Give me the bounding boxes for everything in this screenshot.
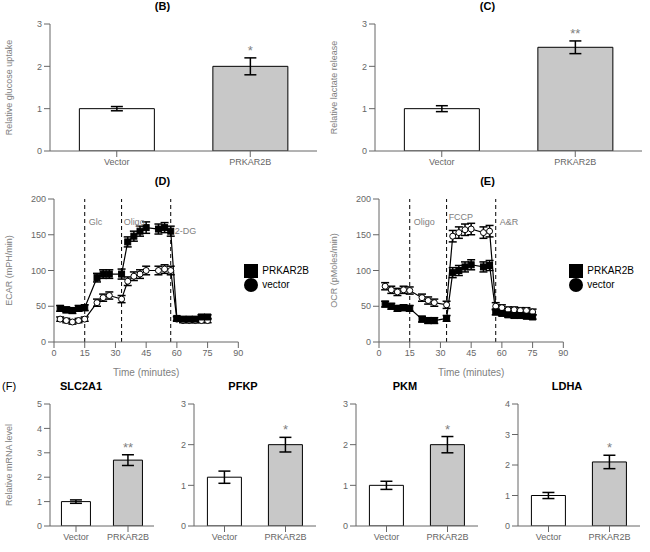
svg-text:75: 75 (528, 348, 538, 358)
svg-text:100: 100 (31, 266, 46, 276)
svg-text:1: 1 (181, 481, 186, 491)
svg-text:75: 75 (203, 348, 213, 358)
svg-text:*: * (445, 422, 450, 437)
svg-text:200: 200 (356, 194, 371, 204)
svg-text:150: 150 (31, 230, 46, 240)
svg-text:*: * (248, 43, 253, 58)
svg-text:ECAR (mPH/min): ECAR (mPH/min) (8, 235, 14, 306)
svg-text:3: 3 (505, 430, 510, 440)
svg-text:2: 2 (343, 440, 348, 450)
html-text:PKM: PKM (392, 380, 418, 392)
svg-text:1: 1 (37, 497, 42, 507)
svg-text:PRKAR2B: PRKAR2B (107, 532, 149, 542)
html-text:vector: vector (587, 278, 615, 290)
svg-text:0: 0 (366, 337, 371, 347)
svg-text:0: 0 (51, 348, 56, 358)
html-text:(B): (B) (154, 0, 171, 12)
svg-text:45: 45 (141, 348, 151, 358)
html-text:(D): (D) (154, 175, 171, 187)
svg-text:Time (minutes): Time (minutes) (113, 367, 179, 378)
svg-text:Vector: Vector (374, 532, 400, 542)
svg-text:50: 50 (36, 301, 46, 311)
svg-text:0: 0 (376, 348, 381, 358)
svg-text:15: 15 (405, 348, 415, 358)
html-text:LDHA: LDHA (551, 380, 583, 392)
html-text:vector: vector (262, 278, 290, 290)
svg-text:4: 4 (37, 424, 42, 434)
svg-text:0: 0 (343, 521, 348, 531)
svg-text:45: 45 (466, 348, 476, 358)
html-text:PRKAR2B: PRKAR2B (587, 264, 634, 276)
html-text:SLC2A1: SLC2A1 (59, 380, 103, 392)
svg-text:3: 3 (181, 399, 186, 409)
svg-text:FCCP: FCCP (449, 212, 474, 222)
svg-text:*: * (607, 440, 612, 455)
svg-text:15: 15 (80, 348, 90, 358)
svg-text:Glc: Glc (89, 217, 103, 227)
svg-text:1: 1 (37, 104, 42, 114)
svg-text:1: 1 (505, 491, 510, 501)
svg-text:0: 0 (362, 146, 367, 156)
html-text:(C): (C) (479, 0, 496, 12)
svg-text:PRKAR2B: PRKAR2B (588, 532, 630, 542)
svg-text:2: 2 (37, 62, 42, 72)
html-text:(F): (F) (2, 380, 16, 392)
svg-text:0: 0 (41, 337, 46, 347)
svg-text:3: 3 (343, 399, 348, 409)
svg-text:150: 150 (356, 230, 371, 240)
svg-text:Relative glucose uptake: Relative glucose uptake (8, 40, 14, 136)
html-text:PFKP: PFKP (228, 380, 258, 392)
svg-text:Relative lactate release: Relative lactate release (329, 41, 339, 135)
svg-text:3: 3 (37, 19, 42, 29)
svg-text:90: 90 (558, 348, 568, 358)
svg-text:0: 0 (37, 146, 42, 156)
svg-text:1: 1 (343, 481, 348, 491)
html-text:(E): (E) (480, 175, 495, 187)
svg-text:200: 200 (31, 194, 46, 204)
svg-text:2-DG: 2-DG (175, 226, 197, 236)
html-text:PRKAR2B: PRKAR2B (262, 264, 309, 276)
svg-text:Oligo: Oligo (124, 217, 145, 227)
svg-text:Relative mRNA level: Relative mRNA level (8, 424, 14, 506)
svg-text:5: 5 (37, 399, 42, 409)
svg-text:Vector: Vector (429, 157, 455, 167)
svg-text:1: 1 (362, 104, 367, 114)
svg-text:0: 0 (37, 521, 42, 531)
svg-text:3: 3 (362, 19, 367, 29)
svg-text:2: 2 (362, 62, 367, 72)
svg-text:0: 0 (181, 521, 186, 531)
svg-text:30: 30 (110, 348, 120, 358)
svg-text:30: 30 (435, 348, 445, 358)
svg-text:Time (minutes): Time (minutes) (438, 367, 504, 378)
svg-text:2: 2 (181, 440, 186, 450)
svg-text:Vector: Vector (104, 157, 130, 167)
svg-text:50: 50 (361, 301, 371, 311)
svg-text:A&R: A&R (500, 217, 519, 227)
svg-text:PRKAR2B: PRKAR2B (264, 532, 306, 542)
svg-text:2: 2 (505, 460, 510, 470)
svg-text:PRKAR2B: PRKAR2B (426, 532, 468, 542)
svg-text:Oligo: Oligo (414, 217, 435, 227)
svg-text:Vector: Vector (212, 532, 238, 542)
svg-text:3: 3 (37, 448, 42, 458)
svg-text:100: 100 (356, 266, 371, 276)
svg-text:Vector: Vector (63, 532, 89, 542)
svg-text:90: 90 (233, 348, 243, 358)
svg-text:0: 0 (505, 521, 510, 531)
svg-text:PRKAR2B: PRKAR2B (554, 157, 596, 167)
svg-text:**: ** (123, 440, 133, 455)
svg-text:4: 4 (505, 399, 510, 409)
svg-text:60: 60 (172, 348, 182, 358)
svg-text:**: ** (570, 26, 580, 41)
svg-text:60: 60 (497, 348, 507, 358)
svg-text:OCR (pMoles/min): OCR (pMoles/min) (329, 233, 339, 308)
svg-text:PRKAR2B: PRKAR2B (229, 157, 271, 167)
svg-text:2: 2 (37, 472, 42, 482)
svg-text:Vector: Vector (536, 532, 562, 542)
svg-text:*: * (283, 422, 288, 437)
